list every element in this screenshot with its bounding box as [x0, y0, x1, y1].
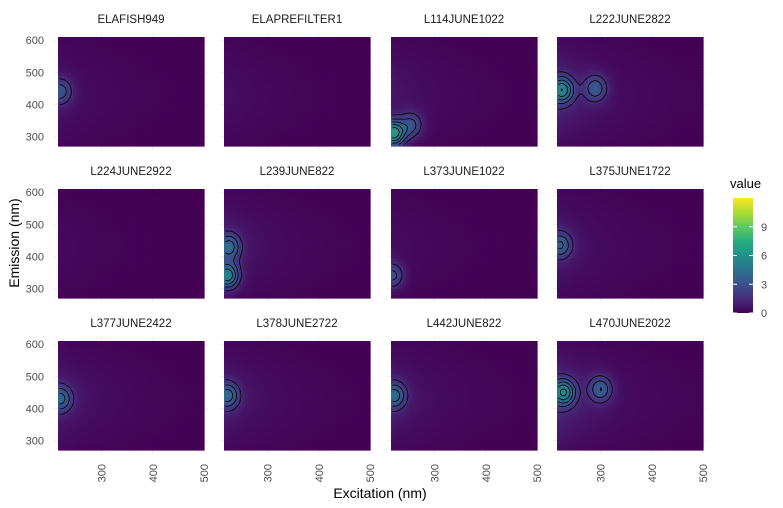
facet-strip-label: ELAPREFILTER1	[252, 14, 343, 26]
heatmap-raster	[224, 37, 371, 147]
facet-strip-label: ELAFISH949	[97, 14, 164, 26]
heatmap-cell	[367, 143, 371, 147]
facet-panel: ELAFISH949	[54, 14, 208, 150]
facet-panel: L114JUNE1022	[387, 14, 541, 150]
heatmap-raster	[391, 37, 538, 147]
heatmap-raster	[58, 37, 205, 147]
facet-strip-label: L114JUNE1022	[424, 14, 504, 26]
heatmap-cell	[201, 143, 205, 147]
panel-grid: ELAFISH949 ELAPREFILTER1 L114JUNE1022 L222J…	[54, 14, 707, 454]
facet-panel: ELAPREFILTER1	[220, 14, 374, 150]
